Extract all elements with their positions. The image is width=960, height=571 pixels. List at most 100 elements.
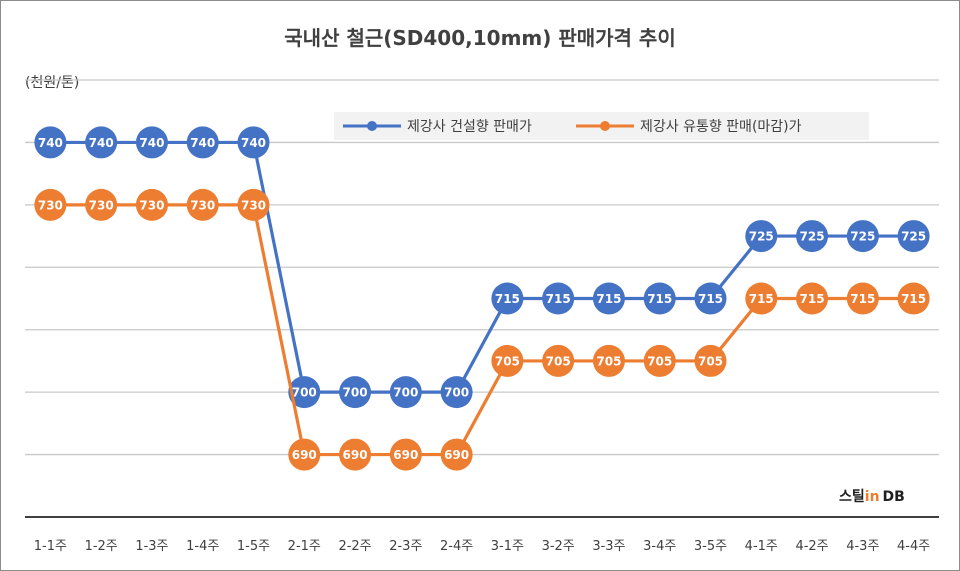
data-point xyxy=(796,220,829,253)
data-point xyxy=(694,282,727,315)
data-point xyxy=(846,282,879,315)
data-point xyxy=(796,282,829,315)
data-point xyxy=(542,282,575,315)
x-tick-label: 3-5주 xyxy=(694,539,727,554)
legend-label-construction: 제강사 건설향 판매가 xyxy=(407,119,532,135)
data-point xyxy=(389,438,422,471)
data-label: 715 xyxy=(698,292,723,306)
x-tick-label: 3-4주 xyxy=(643,539,676,554)
data-label: 740 xyxy=(241,136,266,150)
data-point xyxy=(288,376,321,409)
x-tick-label: 2-1주 xyxy=(288,539,321,554)
x-tick-label: 4-1주 xyxy=(745,539,778,554)
data-label: 715 xyxy=(596,292,621,306)
x-tick-label: 2-4주 xyxy=(440,539,473,554)
data-point xyxy=(440,438,473,471)
x-tick-label: 2-2주 xyxy=(338,539,371,554)
data-label: 690 xyxy=(292,448,317,462)
data-point xyxy=(491,282,524,315)
data-point xyxy=(237,126,270,159)
x-tick-label: 3-1주 xyxy=(491,539,524,554)
data-label: 740 xyxy=(190,136,215,150)
data-point xyxy=(237,188,270,221)
data-label: 730 xyxy=(89,198,114,212)
data-label: 705 xyxy=(647,354,672,368)
legend-entry-distribution: 제강사 유통향 판매(마감)가 xyxy=(576,119,802,135)
data-label: 730 xyxy=(190,198,215,212)
data-point xyxy=(186,126,219,159)
data-point xyxy=(745,220,778,253)
legend-entry-construction: 제강사 건설향 판매가 xyxy=(343,119,532,135)
data-point xyxy=(745,282,778,315)
data-point xyxy=(440,376,473,409)
legend: 제강사 건설향 판매가 제강사 유통향 판매(마감)가 xyxy=(334,112,869,140)
x-tick-label: 1-2주 xyxy=(85,539,118,554)
x-tick-label: 4-3주 xyxy=(846,539,879,554)
data-point xyxy=(288,438,321,471)
data-label: 700 xyxy=(292,386,317,400)
data-label: 740 xyxy=(38,136,63,150)
data-point xyxy=(542,344,575,377)
data-label: 715 xyxy=(546,292,571,306)
x-tick-label: 4-2주 xyxy=(795,539,828,554)
data-point xyxy=(491,344,524,377)
data-label: 725 xyxy=(800,230,825,244)
y-axis-unit-label: (천원/톤) xyxy=(25,75,79,91)
x-tick-label: 3-3주 xyxy=(592,539,625,554)
x-tick-label: 2-3주 xyxy=(389,539,422,554)
data-label: 705 xyxy=(698,354,723,368)
data-label: 700 xyxy=(444,386,469,400)
data-label: 725 xyxy=(901,230,926,244)
data-point xyxy=(643,282,676,315)
data-point xyxy=(694,344,727,377)
data-label: 715 xyxy=(749,292,774,306)
legend-marker-construction xyxy=(367,121,377,131)
data-label: 715 xyxy=(495,292,520,306)
data-point xyxy=(389,376,422,409)
data-label: 700 xyxy=(393,386,418,400)
data-point xyxy=(897,220,930,253)
legend-label-distribution: 제강사 유통향 판매(마감)가 xyxy=(640,119,802,135)
data-label: 725 xyxy=(850,230,875,244)
x-tick-label: 1-4주 xyxy=(186,539,219,554)
data-label: 705 xyxy=(596,354,621,368)
data-point xyxy=(135,126,168,159)
data-label: 730 xyxy=(139,198,164,212)
data-label: 730 xyxy=(38,198,63,212)
data-point xyxy=(592,282,625,315)
x-tick-label: 3-2주 xyxy=(542,539,575,554)
series-1: 740 740 740 740 740 700 700 700 700 715 715 715 715 7… xyxy=(34,126,930,409)
data-label: 740 xyxy=(89,136,114,150)
data-label: 715 xyxy=(850,292,875,306)
x-tick-label: 1-3주 xyxy=(135,539,168,554)
data-label: 690 xyxy=(393,448,418,462)
x-tick-label: 4-4주 xyxy=(897,539,930,554)
data-point xyxy=(135,188,168,221)
data-label: 705 xyxy=(495,354,520,368)
data-label: 740 xyxy=(139,136,164,150)
data-point xyxy=(339,438,372,471)
data-point xyxy=(592,344,625,377)
data-point xyxy=(34,188,67,221)
data-label: 715 xyxy=(901,292,926,306)
data-label: 705 xyxy=(546,354,571,368)
data-point xyxy=(643,344,676,377)
x-tick-label: 1-5주 xyxy=(237,539,270,554)
data-point xyxy=(34,126,67,159)
steelin-db-logo: 스틸in DB xyxy=(839,489,905,505)
data-label: 715 xyxy=(647,292,672,306)
data-label: 715 xyxy=(800,292,825,306)
legend-marker-distribution xyxy=(600,121,610,131)
data-point xyxy=(846,220,879,253)
data-point xyxy=(339,376,372,409)
data-label: 725 xyxy=(749,230,774,244)
data-point xyxy=(85,188,118,221)
data-label: 690 xyxy=(444,448,469,462)
data-label: 730 xyxy=(241,198,266,212)
data-point xyxy=(186,188,219,221)
data-label: 690 xyxy=(343,448,368,462)
